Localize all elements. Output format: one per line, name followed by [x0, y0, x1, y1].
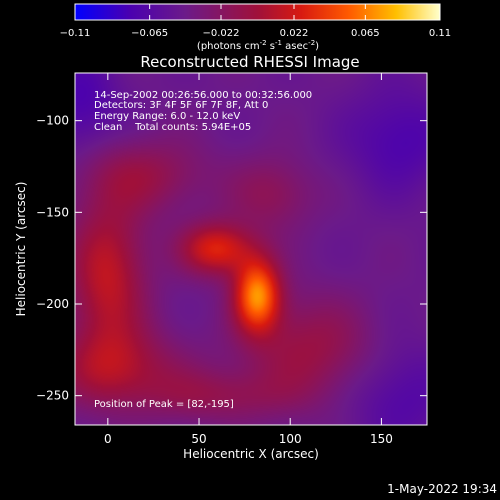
y-tick-label: −100 [36, 114, 69, 128]
info-line: 14-Sep-2002 00:26:56.000 to 00:32:56.000 [94, 90, 312, 101]
footer-timestamp: 1-May-2022 19:34 [387, 482, 497, 496]
x-tick-label: 150 [370, 432, 393, 446]
chart-title: Reconstructed RHESSI Image [140, 53, 359, 71]
y-tick-label: −150 [36, 205, 69, 219]
colorbar-tick-label: 0.022 [280, 28, 309, 39]
observation-info: 14-Sep-2002 00:26:56.000 to 00:32:56.000… [94, 90, 312, 133]
colorbar-tick-label: 0.11 [429, 28, 451, 39]
x-tick-label: 50 [191, 432, 206, 446]
colorbar-tick-label: −0.11 [60, 28, 91, 39]
axis-ticks: 0 50 100 150 −100 −150 −200 −250 [36, 73, 427, 446]
x-axis-label: Heliocentric X (arcsec) [183, 447, 319, 461]
colorbar [74, 3, 441, 21]
info-line: Detectors: 3F 4F 5F 6F 7F 8F, Att 0 [94, 100, 268, 111]
colorbar-units: (photons cm-2 s-1 asec-2) [197, 39, 319, 52]
info-line: Clean Total counts: 5.94E+05 [94, 122, 251, 133]
colorbar-tick-label: 0.065 [351, 28, 380, 39]
x-tick-label: 100 [279, 432, 302, 446]
y-tick-label: −200 [36, 297, 69, 311]
colorbar-ticks: −0.11 −0.065 −0.022 0.022 0.065 0.11 [60, 4, 451, 39]
colorbar-tick-label: −0.065 [131, 28, 168, 39]
y-axis-label: Heliocentric Y (arcsec) [14, 182, 28, 317]
plot-frame [74, 72, 428, 426]
y-tick-label: −250 [36, 389, 69, 403]
info-line: Energy Range: 6.0 - 12.0 keV [94, 111, 240, 122]
peak-position-label: Position of Peak = [82,-195] [94, 399, 234, 410]
colorbar-tick-label: −0.022 [202, 28, 239, 39]
heatmap-image [75, 73, 427, 425]
x-tick-label: 0 [104, 432, 112, 446]
